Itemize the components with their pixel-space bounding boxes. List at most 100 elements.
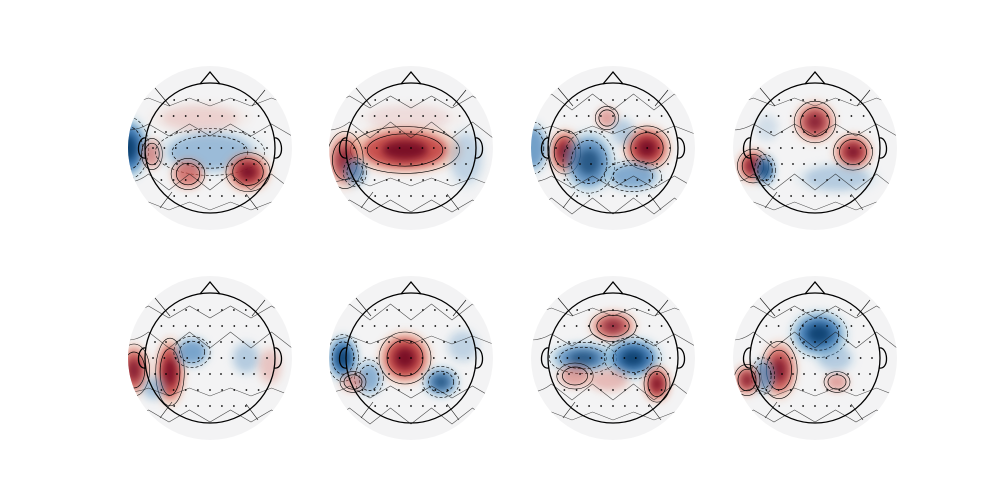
sensor-dot: [373, 115, 376, 117]
sensor-dot: [825, 341, 827, 343]
sensor-dot: [388, 163, 390, 165]
sensor-dot: [770, 163, 772, 165]
sensor-dot: [802, 115, 804, 117]
sensor-dot: [555, 357, 557, 359]
sensor-dot: [838, 179, 841, 181]
sensor-dot: [849, 405, 852, 407]
sensor-dot: [385, 389, 388, 391]
sensor-dot: [186, 357, 189, 359]
sensor-dot: [790, 405, 792, 407]
contour-line: [764, 191, 778, 209]
sensor-dot: [160, 389, 163, 391]
head-outline: [345, 292, 477, 424]
sensor-dot: [231, 163, 233, 165]
sensor-dot: [826, 115, 828, 117]
sensor-dot: [589, 147, 592, 149]
field-blob-core: [346, 161, 364, 183]
sensor-dot: [838, 389, 841, 391]
sensor-dot: [455, 357, 458, 359]
sensor-dot: [173, 309, 176, 311]
sensor-dot: [781, 131, 783, 133]
sensor-dot: [445, 195, 448, 197]
contour-line: [596, 314, 630, 338]
sensor-dot: [848, 357, 851, 359]
sensor-dot: [623, 357, 626, 359]
head-outline: [144, 292, 276, 424]
sensor-dot: [814, 115, 816, 117]
contour-line: [562, 401, 576, 419]
sensor-dot: [770, 341, 772, 343]
sensor-dot: [245, 325, 248, 327]
sensor-dot: [422, 179, 424, 181]
sensor-dot: [612, 179, 614, 181]
field-blob-peak: [578, 148, 600, 176]
sensor-dot: [231, 373, 233, 375]
field-blob-peak: [760, 163, 770, 177]
sensor-dot: [612, 325, 614, 327]
sensor-dot: [465, 131, 467, 133]
sensor-dot: [847, 163, 849, 165]
sensor-dot: [231, 131, 233, 133]
sensor-dot: [198, 131, 200, 133]
sensor-dot: [803, 373, 805, 375]
sensor-dot: [377, 373, 379, 375]
sensor-dot: [233, 405, 235, 407]
sensor-dot: [185, 99, 188, 101]
sensor-dot: [656, 341, 658, 343]
topomap-field: [736, 100, 881, 195]
sensor-dot: [443, 163, 445, 165]
topomap-1: [128, 66, 292, 230]
contour-line: [759, 297, 776, 317]
sensor-dot: [568, 341, 570, 343]
field-blob-core: [178, 340, 206, 364]
topomap-8: [733, 276, 897, 440]
sensor-dot: [257, 115, 260, 117]
sensor-dot: [624, 195, 626, 197]
sensor-dot: [790, 195, 792, 197]
sensor-dot: [802, 309, 804, 311]
contour-line: [531, 125, 695, 135]
sensor-dot: [446, 325, 449, 327]
contour-line: [648, 403, 662, 421]
sensor-dot: [233, 115, 236, 117]
right-ear-outline: [273, 347, 283, 369]
sensor-dot: [765, 115, 768, 117]
contour-line: [329, 303, 493, 321]
sensor-dot: [386, 405, 388, 407]
sensor-dot: [410, 147, 412, 149]
sensor-dot: [566, 357, 569, 359]
sensor-dot: [814, 405, 816, 407]
sensor-dot: [422, 195, 424, 197]
sensor-dot: [432, 163, 434, 165]
sensor-dot: [802, 179, 804, 181]
sensor-dot: [386, 309, 388, 311]
sensor-dot: [421, 163, 423, 165]
contour-line: [339, 371, 367, 393]
sensor-dot: [410, 195, 412, 197]
sensor-dot: [757, 147, 759, 149]
topomap-field: [329, 327, 482, 399]
sensor-dot: [871, 147, 873, 149]
sensor-dot: [568, 373, 570, 375]
sensor-dot: [165, 373, 167, 375]
sensor-dot: [557, 131, 559, 133]
sensor-dot: [792, 163, 794, 165]
sensor-dot: [563, 115, 566, 117]
contour-line: [648, 193, 662, 211]
nose-outline: [199, 280, 221, 295]
field-blob-peak: [128, 359, 141, 381]
sensor-dot: [221, 325, 224, 327]
sensor-dot: [803, 131, 805, 133]
sensor-markers: [353, 99, 469, 197]
sensor-dot: [432, 373, 434, 375]
contour-line: [654, 299, 669, 317]
field-blob-core: [531, 128, 545, 168]
sensor-dot: [176, 341, 178, 343]
sensor-dot: [374, 195, 377, 197]
background-contours: [733, 297, 897, 423]
sensor-dot: [353, 357, 355, 359]
contour-line: [170, 158, 206, 190]
sensor-dot: [600, 309, 602, 311]
sensor-dot: [847, 341, 849, 343]
